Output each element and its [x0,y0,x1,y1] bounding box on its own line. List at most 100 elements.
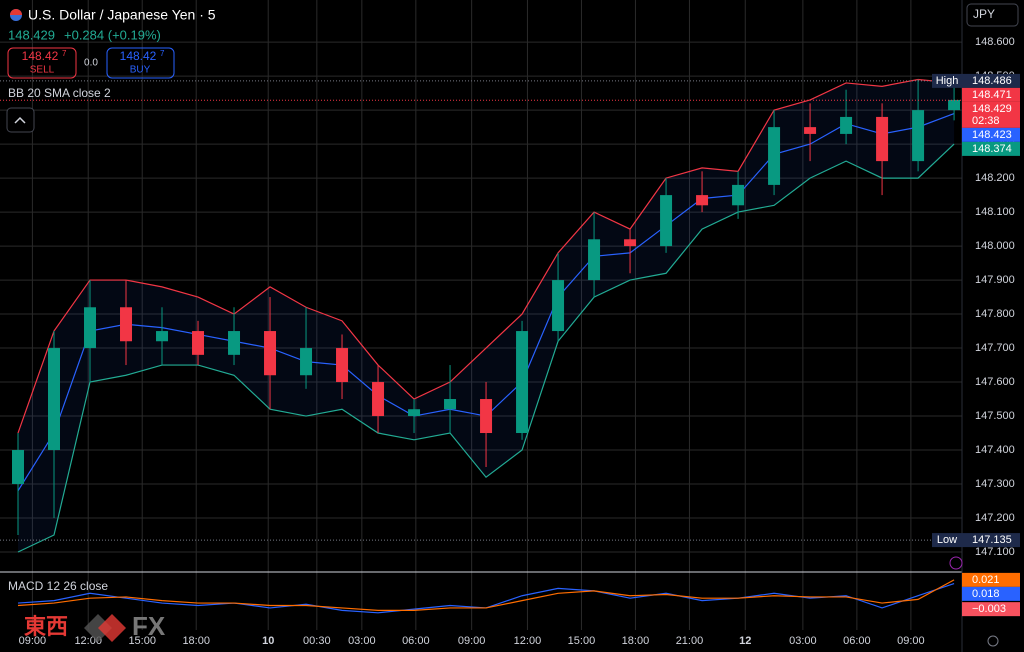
y-tick-label: 147.200 [975,512,1015,524]
collapse-button[interactable] [6,107,35,133]
candle-body [912,110,925,162]
buy-label: BUY [130,65,151,76]
y-tick-label: 147.800 [975,308,1015,320]
x-tick-label: 09:00 [19,635,47,647]
spread: 0.0 [84,58,98,69]
sell-price: 148.42 [22,49,59,63]
y-tick-label: 148.000 [975,240,1015,252]
x-tick-label: 12 [739,635,751,647]
x-tick-label: 09:00 [458,635,486,647]
plot [0,78,962,614]
candle-body [408,409,421,417]
x-tick-label: 15:00 [128,635,156,647]
watermark-fx: FX [132,611,166,641]
symbol-logo-top [10,9,22,15]
collapse-icon [14,116,26,124]
macd-title: MACD 12 26 close [8,579,108,593]
y-tick-label: 148.200 [975,172,1015,184]
candle-body [372,382,385,417]
watermark-cn: 東西 [24,614,68,639]
y-tick-label: 148.100 [975,206,1015,218]
candle-body [84,307,97,349]
y-tick-label: 148.600 [975,36,1015,48]
indicator-legend: BB 20 SMA close 2 [8,86,111,100]
price-tag-value: 147.135 [972,534,1012,546]
settings-icon[interactable] [987,635,999,647]
price-tag-value: 0.018 [972,588,1000,600]
price-tag-label-box [932,73,962,88]
x-tick-label: 06:00 [402,635,430,647]
buy-button[interactable] [106,47,175,79]
x-tick-label: 09:00 [897,635,925,647]
x-tick-label: 18:00 [182,635,210,647]
candle-body [192,331,205,355]
y-tick-label: 147.100 [975,546,1015,558]
candle-body [804,127,817,134]
price-tag-label: High [936,75,959,87]
price-change: +0.284 (+0.19%) [64,27,161,42]
sell-pip: 7 [62,49,67,58]
candle-body [840,116,853,134]
price-tag-label-box [932,533,962,548]
watermark-icon-red [98,614,126,642]
candle-body [768,127,781,185]
candle-body [876,116,889,162]
candle-body [948,99,961,111]
y-tick-label: 147.700 [975,342,1015,354]
x-tick-label: 06:00 [843,635,871,647]
x-tick-label: 21:00 [676,635,704,647]
y-tick-label: 147.900 [975,274,1015,286]
x-tick-label: 18:00 [622,635,650,647]
sell-button[interactable] [7,47,77,79]
countdown: 02:38 [972,115,1000,127]
price-tag [962,73,1020,88]
price-tag [962,101,1020,128]
price-tag-label: Low [937,534,957,546]
currency: JPY [973,7,995,21]
candle-body [12,450,25,485]
bb-line [17,143,955,553]
candle-body [552,280,565,332]
candle-body [300,348,313,376]
x-tick-label: 03:00 [348,635,376,647]
price-tag [962,87,1020,102]
x-tick-label: 03:00 [789,635,817,647]
x-tick-label: 15:00 [568,635,596,647]
sell-label: SELL [30,65,55,76]
price-tag-value: 148.486 [972,75,1012,87]
price-tag-value: −0.003 [972,603,1006,615]
buy-pip: 7 [160,49,165,58]
y-tick-label: 147.500 [975,410,1015,422]
candle-body [516,331,529,434]
x-tick-label: 00:30 [303,635,331,647]
candle-body [732,184,745,206]
last-price: 148.429 [8,27,55,42]
bb-line [17,78,955,434]
candle-body [336,348,349,383]
candle-body [696,195,709,206]
candle-body [120,307,133,342]
symbol-title: U.S. Dollar / Japanese Yen · 5 [28,7,216,23]
currency-button[interactable] [966,3,1019,27]
buy-price: 148.42 [120,49,157,63]
candle-body [264,331,277,376]
macd-line [17,579,955,611]
candle-body [156,331,169,342]
band-fill [18,79,955,552]
candle-body [588,239,601,281]
price-tag [962,602,1020,617]
price-tag [962,572,1020,587]
axis: 147.100 147.200 147.300 147.400 147.500 147.6… [19,36,1020,647]
price-tag [962,141,1020,156]
candle-body [228,331,241,355]
price-tag [962,533,1020,548]
x-tick-label: 12:00 [514,635,542,647]
price-tag [962,586,1020,601]
event-icon[interactable] [949,556,963,570]
candle-body [624,239,637,247]
price-tag-value: 148.423 [972,129,1012,141]
x-tick-label: 10 [262,635,274,647]
